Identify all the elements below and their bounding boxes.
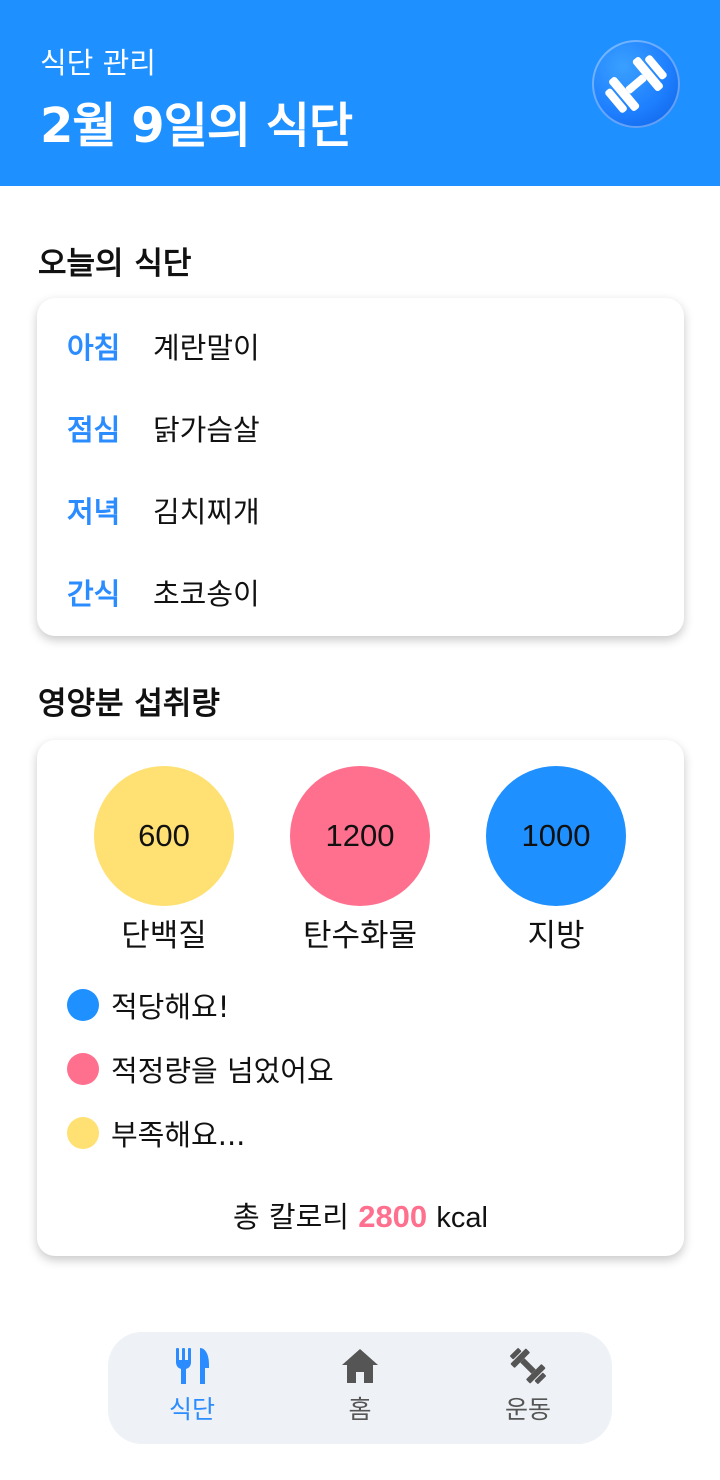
bottom-nav: 식단 홈 운동 — [108, 1332, 612, 1444]
meal-row-dinner: 저녁 김치찌개 — [67, 490, 260, 530]
home-icon — [342, 1349, 378, 1383]
meal-value: 계란말이 — [153, 331, 260, 365]
page-title: 2월 9일의 식단 — [40, 98, 353, 154]
legend-text: 부족해요... — [111, 1118, 246, 1152]
nutrient-circle: 1200 — [290, 766, 430, 906]
meal-row-lunch: 점심 닭가슴살 — [67, 408, 260, 448]
nutrient-label: 탄수화물 — [302, 918, 418, 954]
fork-knife-icon — [176, 1348, 209, 1384]
legend-text: 적정량을 넘었어요 — [111, 1054, 334, 1088]
legend-item-good: 적당해요! — [67, 988, 229, 1024]
meal-label: 점심 — [67, 413, 121, 447]
meal-row-breakfast: 아침 계란말이 — [67, 326, 260, 366]
nutrient-label: 지방 — [527, 918, 585, 954]
nutrient-circle: 600 — [94, 766, 234, 906]
nutrition-card: 600 단백질 1200 탄수화물 1000 지방 적당해요! 적정량을 넘었어… — [37, 740, 684, 1256]
nutrition-title: 영양분 섭취량 — [38, 686, 220, 722]
meal-row-snack: 간식 초코송이 — [67, 572, 260, 612]
legend-dot — [67, 1053, 99, 1085]
legend-dot — [67, 1117, 99, 1149]
nutrient-protein: 600 단백질 — [94, 766, 234, 955]
nav-item-workout[interactable]: 운동 — [468, 1346, 588, 1426]
nutrient-carbs: 1200 탄수화물 — [290, 766, 430, 955]
nav-label: 운동 — [504, 1395, 551, 1424]
total-calories-label: 총 칼로리 — [233, 1200, 349, 1234]
nutrient-circle: 1000 — [486, 766, 626, 906]
meal-label: 아침 — [67, 331, 121, 365]
total-calories-value: 2800 — [358, 1199, 428, 1234]
meal-value: 초코송이 — [153, 577, 260, 611]
nav-label: 식단 — [168, 1395, 215, 1424]
nutrient-fat: 1000 지방 — [486, 766, 626, 955]
meal-value: 닭가슴살 — [153, 413, 260, 447]
profile-logo-button[interactable] — [592, 40, 680, 128]
meal-value: 김치찌개 — [153, 495, 260, 529]
meal-label: 간식 — [67, 577, 121, 611]
dumbbell-icon — [510, 1348, 546, 1384]
nutrient-label: 단백질 — [121, 918, 207, 954]
legend-item-under: 부족해요... — [67, 1116, 245, 1152]
total-calories-unit: kcal — [436, 1202, 488, 1234]
meal-label: 저녁 — [67, 495, 121, 529]
dumbbell-icon — [605, 55, 667, 113]
nav-label: 홈 — [348, 1395, 372, 1424]
nav-item-home[interactable]: 홈 — [300, 1346, 420, 1426]
legend-dot — [67, 989, 99, 1021]
header-subtitle: 식단 관리 — [40, 46, 156, 80]
total-calories: 총 칼로리 2800 kcal — [37, 1194, 684, 1236]
nav-item-diet[interactable]: 식단 — [132, 1346, 252, 1426]
legend-item-over: 적정량을 넘었어요 — [67, 1052, 334, 1088]
today-meals-card: 아침 계란말이 점심 닭가슴살 저녁 김치찌개 간식 초코송이 — [37, 298, 684, 636]
today-meals-title: 오늘의 식단 — [38, 246, 192, 282]
app-header: 식단 관리 2월 9일의 식단 — [0, 0, 720, 186]
legend-text: 적당해요! — [111, 990, 230, 1024]
